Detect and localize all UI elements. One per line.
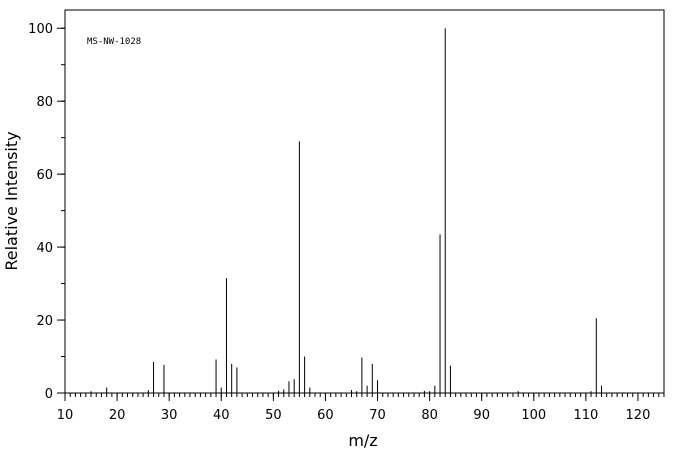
y-axis-label: Relative Intensity [2,131,21,270]
x-tick-label: 80 [421,408,438,423]
y-tick-label: 0 [45,387,53,402]
x-tick-label: 120 [626,408,651,423]
y-tick-label: 80 [36,95,53,110]
x-tick-label: 90 [473,408,490,423]
x-tick-label: 100 [521,408,546,423]
x-tick-label: 110 [573,408,598,423]
x-tick-label: 50 [265,408,282,423]
x-tick-label: 60 [317,408,334,423]
x-axis-label: m/z [348,431,377,450]
y-tick-label: 40 [36,241,53,256]
y-tick-label: 60 [36,168,53,183]
y-tick-label: 100 [28,22,53,37]
x-tick-label: 40 [213,408,230,423]
x-tick-label: 30 [161,408,178,423]
annotation: MS-NW-1028 [87,37,141,47]
x-tick-label: 10 [57,408,74,423]
x-tick-label: 70 [369,408,386,423]
plot-frame [64,9,665,394]
x-tick-label: 20 [109,408,126,423]
y-tick-label: 20 [36,314,53,329]
